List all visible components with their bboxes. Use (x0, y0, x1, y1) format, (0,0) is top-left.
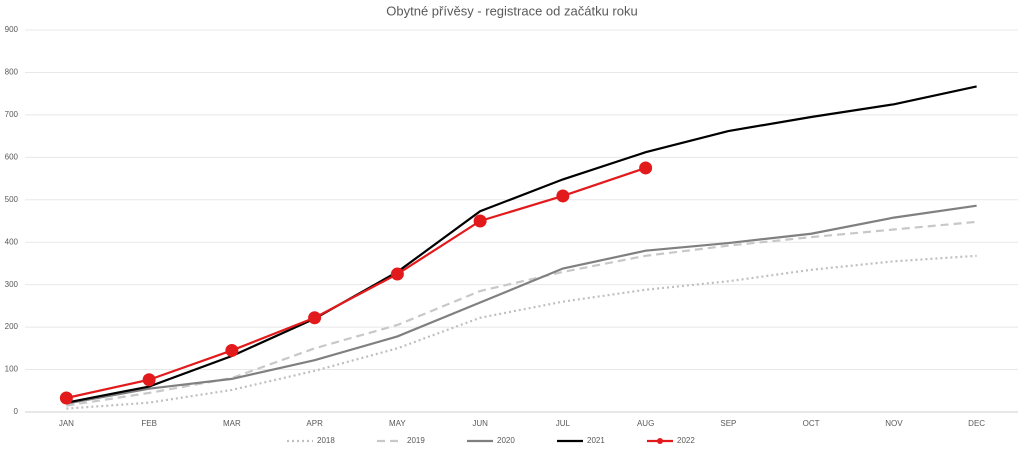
point-marker (473, 214, 487, 228)
point-marker (556, 189, 570, 203)
point-marker (639, 161, 653, 175)
series-line (66, 85, 977, 404)
series-line (66, 254, 977, 410)
series-line (66, 166, 646, 400)
point-marker (59, 391, 73, 405)
x-tick-label: DEC (968, 419, 985, 428)
x-tick-label: SEP (720, 419, 736, 428)
legend-marker (657, 438, 663, 444)
point-marker (308, 311, 322, 325)
legend-label: 2021 (587, 436, 605, 445)
x-tick-label: APR (306, 419, 323, 428)
y-tick-label: 300 (5, 280, 19, 289)
y-tick-label: 200 (5, 322, 19, 331)
legend-label: 2022 (677, 436, 695, 445)
x-tick-label: JUL (556, 419, 571, 428)
y-tick-label: 700 (5, 110, 19, 119)
y-tick-label: 0 (14, 407, 19, 416)
x-tick-label: OCT (803, 419, 820, 428)
point-marker (142, 373, 156, 387)
series-line (66, 204, 977, 405)
y-tick-label: 400 (5, 237, 19, 246)
point-marker (390, 267, 404, 281)
x-tick-label: MAY (389, 419, 406, 428)
x-tick-label: MAR (223, 419, 241, 428)
x-tick-label: FEB (141, 419, 157, 428)
series-line (66, 220, 977, 407)
y-tick-label: 600 (5, 152, 19, 161)
x-tick-label: NOV (885, 419, 903, 428)
y-tick-label: 900 (5, 25, 19, 34)
x-tick-label: AUG (637, 419, 654, 428)
chart-title: Obytné přívěsy - registrace od začátku r… (386, 3, 637, 18)
y-tick-label: 500 (5, 195, 19, 204)
point-marker (225, 343, 239, 357)
y-tick-label: 100 (5, 365, 19, 374)
legend-label: 2020 (497, 436, 515, 445)
x-tick-label: JUN (472, 419, 488, 428)
legend-label: 2019 (407, 436, 425, 445)
x-tick-label: JAN (59, 419, 74, 428)
legend-label: 2018 (317, 436, 335, 445)
y-tick-label: 800 (5, 68, 19, 77)
